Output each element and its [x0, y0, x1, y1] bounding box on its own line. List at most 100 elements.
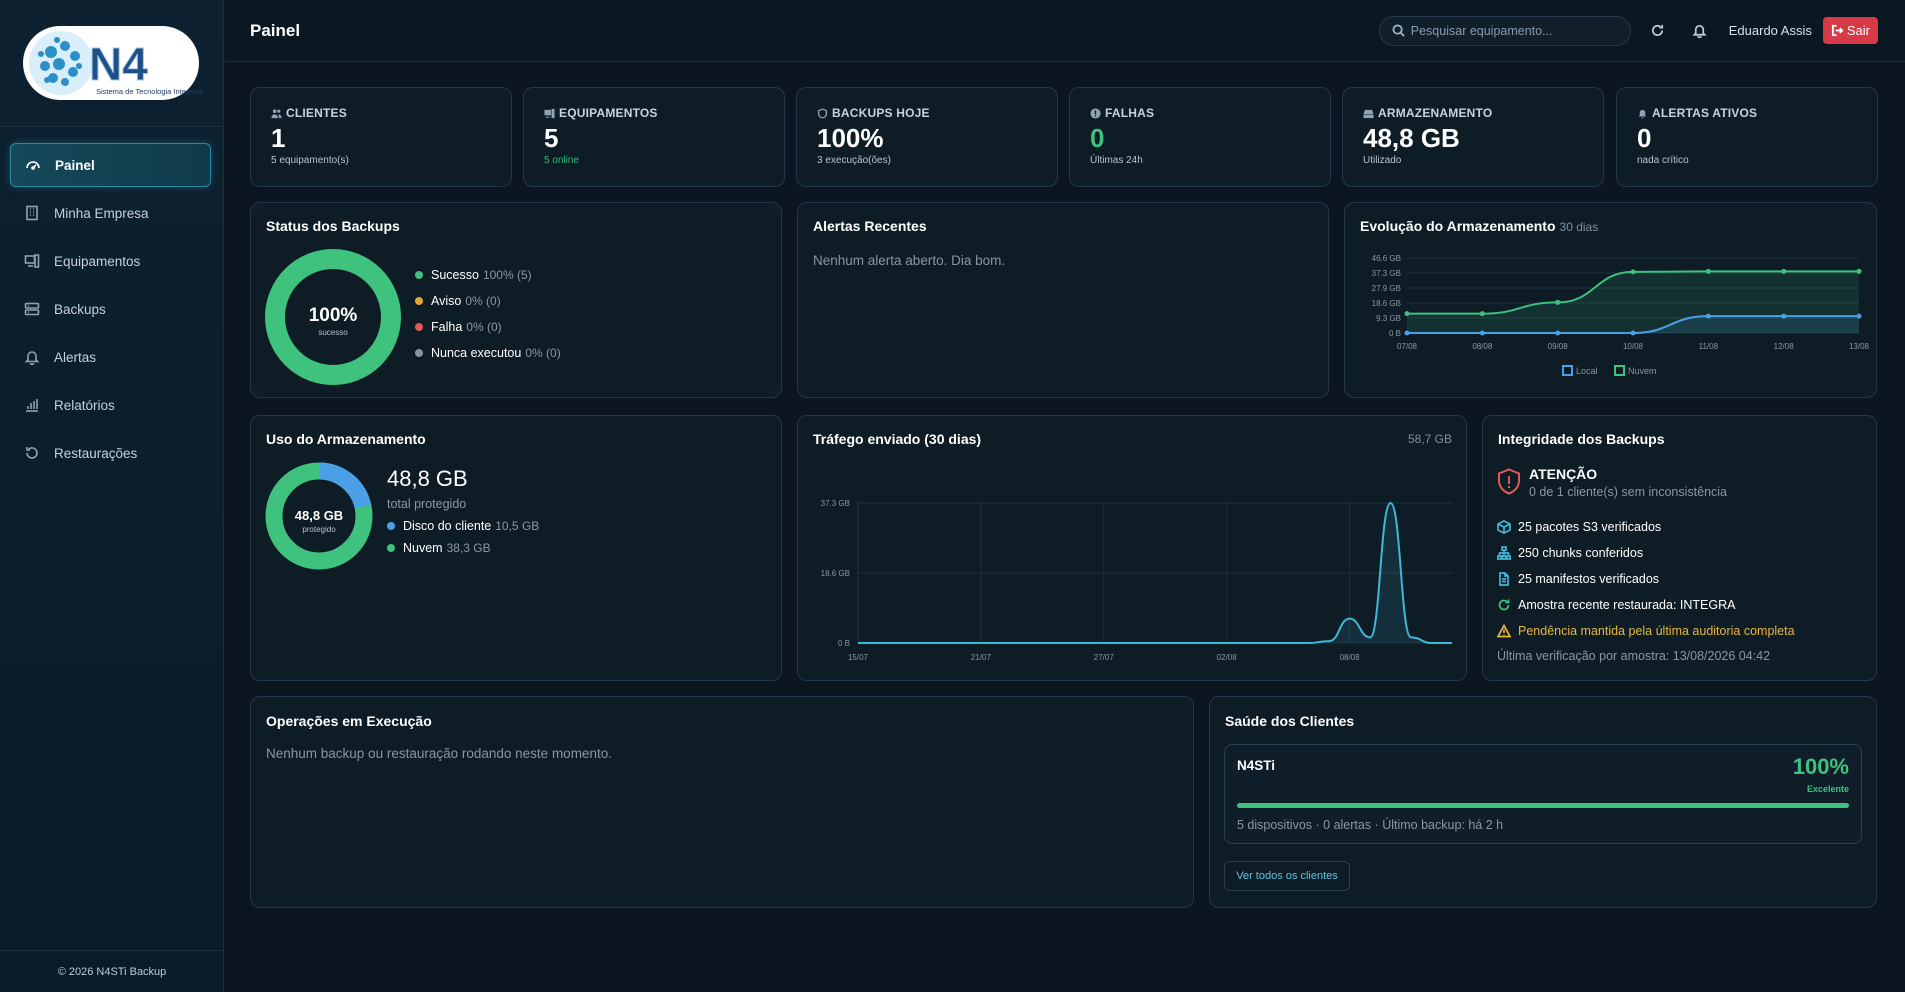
- client-rating: Excelente: [1806, 784, 1849, 794]
- y-tick-label: 46.6 GB: [1372, 254, 1401, 263]
- integrity-status: ATENÇÃO: [1529, 466, 1598, 482]
- storage-usage-donut: 48,8 GB protegido: [265, 462, 373, 570]
- legend-label: Nunca executou: [431, 346, 522, 360]
- logo-area: N4 Sistema de Tecnologia Integrada: [0, 0, 223, 127]
- notifications-button[interactable]: [1685, 16, 1715, 46]
- integrity-row-text: Amostra recente restaurada: INTEGRA: [1518, 598, 1736, 612]
- legend-swatch: [1562, 365, 1573, 376]
- backup-status-donut: 100% sucesso: [265, 249, 401, 385]
- storage-total: 48,8 GB: [387, 466, 468, 491]
- legend-label: Falha: [431, 320, 463, 334]
- chart-icon: [26, 399, 38, 412]
- stat-card-equipamentos[interactable]: EQUIPAMENTOS 5 5 online: [523, 87, 785, 187]
- legend-item-aviso: Aviso 0% (0): [415, 288, 561, 314]
- y-tick-label: 0 B: [838, 639, 850, 648]
- client-health-bar-track: [1237, 803, 1849, 808]
- legend-detail: 10,5 GB: [495, 519, 540, 533]
- hierarchy-icon: [1497, 546, 1511, 560]
- traffic-chart: 0 B 18.6 GB 37.3 GB 15/07 21/07 27/07 02/08 08/…: [821, 499, 1452, 662]
- stat-label: BACKUPS HOJE: [832, 106, 930, 120]
- sidebar-item-relatorios[interactable]: Relatórios: [10, 383, 211, 427]
- sidebar-item-backups[interactable]: Backups: [10, 287, 211, 331]
- series-area-nuvem: [1407, 271, 1859, 333]
- integrity-row-text: Pendência mantida pela última auditoria …: [1518, 624, 1795, 638]
- legend-label: Disco do cliente: [403, 519, 492, 533]
- warning-icon: [1497, 624, 1511, 638]
- sidebar-item-minha-empresa[interactable]: Minha Empresa: [10, 191, 211, 235]
- x-tick-label: 13/08: [1849, 342, 1870, 351]
- stat-card-alertas-ativos[interactable]: ALERTAS ATIVOS 0 nada crítico: [1616, 87, 1878, 187]
- legend-dot: [387, 544, 395, 552]
- search-input[interactable]: [1410, 23, 1621, 38]
- operations-empty: Nenhum backup ou restauração rodando nes…: [266, 746, 612, 761]
- page-title: Painel: [250, 20, 301, 40]
- y-tick-label: 18.6 GB: [1372, 299, 1401, 308]
- y-tick-label: 0 B: [1389, 329, 1401, 338]
- card-title: Status dos Backups: [266, 218, 400, 234]
- integrity-row-text: 25 pacotes S3 verificados: [1518, 520, 1662, 534]
- legend-label: Nuvem: [403, 541, 443, 555]
- refresh-icon: [1498, 599, 1510, 611]
- stat-card-clientes[interactable]: CLIENTES 1 5 equipamento(s): [250, 87, 512, 187]
- integrity-row: 25 pacotes S3 verificados: [1497, 514, 1795, 540]
- legend-dot: [387, 522, 395, 530]
- data-point-local: [1856, 313, 1862, 319]
- data-point-nuvem: [1555, 299, 1561, 305]
- integrity-list: 25 pacotes S3 verificados 250 chunks con…: [1497, 514, 1795, 644]
- logout-button[interactable]: Sair: [1822, 17, 1878, 44]
- sidebar-item-equipamentos[interactable]: Equipamentos: [10, 239, 211, 283]
- bell-icon: [1692, 24, 1707, 38]
- logout-icon: [1831, 24, 1844, 37]
- legend-item-nunca-executou: Nunca executou 0% (0): [415, 340, 561, 366]
- file-icon: [1499, 572, 1509, 586]
- card-title: Integridade dos Backups: [1498, 431, 1665, 447]
- search-icon: [1392, 24, 1405, 37]
- data-point-nuvem: [1630, 269, 1636, 275]
- x-tick-label: 15/07: [848, 653, 869, 662]
- stat-value: 0: [1090, 123, 1105, 153]
- data-point-local: [1404, 330, 1410, 336]
- client-health-item[interactable]: N4STi 100% Excelente 5 dispositivos · 0 …: [1224, 744, 1862, 844]
- client-health-card: Saúde dos Clientes N4STi 100% Excelente …: [1209, 696, 1877, 908]
- client-name: N4STi: [1237, 758, 1276, 773]
- stat-label: FALHAS: [1105, 106, 1155, 120]
- x-tick-label: 12/08: [1774, 342, 1795, 351]
- user-name[interactable]: Eduardo Assis: [1728, 23, 1812, 38]
- sidebar-item-painel[interactable]: Painel: [10, 143, 211, 187]
- y-tick-label: 27.9 GB: [1372, 284, 1401, 293]
- legend-item-nuvem: Nuvem 38,3 GB: [387, 537, 539, 559]
- card-title: Operações em Execução: [266, 713, 432, 729]
- search-box[interactable]: [1378, 15, 1631, 46]
- sidebar-item-label: Alertas: [54, 349, 97, 365]
- sidebar-item-restauracoes[interactable]: Restaurações: [10, 431, 211, 475]
- view-all-clients-button[interactable]: Ver todos os clientes: [1224, 861, 1350, 891]
- stat-sub: Últimas 24h: [1090, 155, 1143, 166]
- sidebar-item-label: Restaurações: [54, 445, 138, 461]
- stat-card-falhas[interactable]: FALHAS 0 Últimas 24h: [1069, 87, 1331, 187]
- traffic-area: [858, 503, 1452, 643]
- donut-center-value: 48,8 GB: [295, 508, 343, 523]
- x-tick-label: 10/08: [1623, 342, 1644, 351]
- refresh-button[interactable]: [1643, 16, 1673, 46]
- legend-item-falha: Falha 0% (0): [415, 314, 561, 340]
- n4-logo[interactable]: N4 Sistema de Tecnologia Integrada: [21, 22, 205, 104]
- stat-card-backups-hoje[interactable]: BACKUPS HOJE 100% 3 execução(ões): [796, 87, 1058, 187]
- x-tick-label: 21/07: [971, 653, 992, 662]
- top-bar: Painel Eduardo Assis Sair: [225, 0, 1905, 62]
- legend-label: Sucesso: [431, 268, 479, 282]
- data-point-nuvem: [1856, 268, 1862, 274]
- data-point-local: [1630, 330, 1636, 336]
- integrity-status-sub: 0 de 1 cliente(s) sem inconsistência: [1529, 485, 1728, 499]
- recent-alerts-empty: Nenhum alerta aberto. Dia bom.: [813, 253, 1006, 268]
- sidebar-item-alertas[interactable]: Alertas: [10, 335, 211, 379]
- devices-icon: [24, 254, 40, 268]
- legend-item-disco: Disco do cliente 10,5 GB: [387, 515, 539, 537]
- integrity-row: Pendência mantida pela última auditoria …: [1497, 618, 1795, 644]
- sidebar-nav: Painel Minha Empresa Equipamentos Backup…: [0, 127, 223, 475]
- donut-segment-disco: [265, 462, 373, 570]
- stat-card-armazenamento[interactable]: ARMAZENAMENTO 48,8 GB Utilizado: [1342, 87, 1604, 187]
- data-point-local: [1705, 313, 1711, 319]
- client-score: 100%: [1792, 754, 1849, 779]
- legend-dot: [415, 349, 423, 357]
- shield-alert-icon: [1498, 468, 1520, 495]
